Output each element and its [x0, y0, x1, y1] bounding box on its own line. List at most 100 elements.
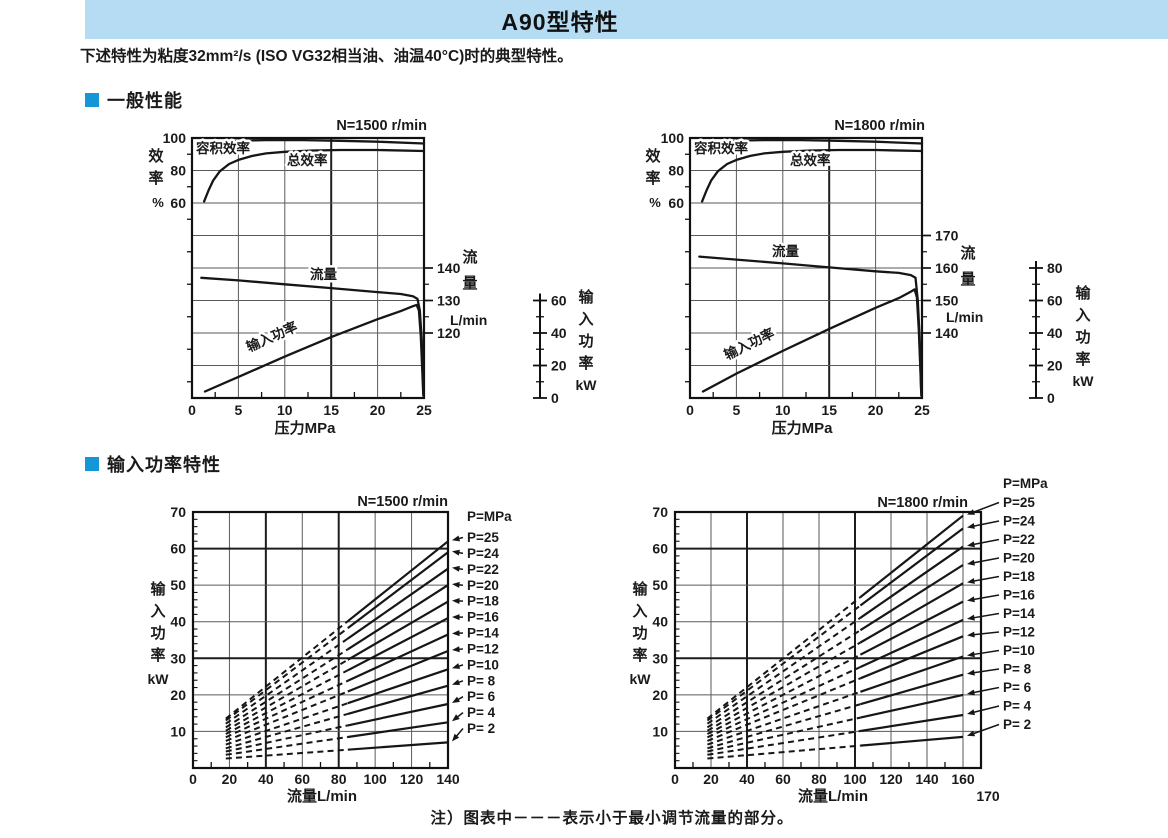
pressure-line-P12 — [859, 635, 964, 680]
curve-label-volumetric_efficiency: 容积效率 — [195, 140, 250, 156]
curve-total_efficiency — [700, 148, 924, 203]
eff-tick-label: 60 — [668, 195, 684, 211]
legend-arrowhead-icon — [452, 696, 460, 703]
eff-tick-label: 60 — [170, 195, 186, 211]
legend-arrowhead-icon — [967, 614, 975, 621]
pressure-line-dashed-P22 — [225, 637, 349, 725]
x-tick-label: 25 — [416, 402, 432, 418]
x-tick-label: 0 — [671, 771, 679, 787]
x-axis-label: 压力MPa — [275, 419, 337, 437]
plot-border — [191, 510, 450, 770]
chart-power-1500: 0 20 40 60 80 100 120 140 70 60 50 40 30 20 10 流量L/min 输… — [148, 494, 513, 805]
legend-item: P=22 — [1003, 532, 1035, 547]
power-axis-name: 输 — [578, 288, 594, 306]
y-axis-unit: kW — [630, 671, 652, 687]
pressure-line-P14 — [347, 633, 449, 682]
pressure-line-P25 — [859, 514, 964, 598]
chart-title: N=1500 r/min — [357, 494, 448, 510]
y-tick-label: 70 — [170, 504, 186, 520]
section-label: 一般性能 — [107, 91, 183, 111]
x-tick-label: 20 — [370, 402, 386, 418]
flow-axis-name: 量 — [462, 275, 477, 292]
x-tick-label: 10 — [277, 402, 293, 418]
legend-leader — [971, 612, 1000, 619]
x-tick-label: 140 — [436, 771, 460, 787]
curve-flow — [200, 276, 425, 387]
legend-item: P=10 — [467, 657, 499, 672]
x-tick-label: 40 — [258, 771, 274, 787]
legend-item: P=20 — [1003, 551, 1035, 566]
flow-axis-name: 流 — [960, 244, 975, 262]
y-tick-label: 20 — [652, 687, 668, 703]
chart-title: N=1800 r/min — [834, 118, 925, 134]
pressure-line-P24 — [859, 527, 964, 607]
power-axis-name: 率 — [1075, 350, 1090, 368]
legend-leader — [971, 668, 1000, 674]
flow-tick-label: 120 — [437, 325, 461, 341]
eff-axis-name: 率 — [645, 169, 660, 187]
y-tick-label: 50 — [652, 577, 668, 593]
eff-axis-unit: % — [152, 195, 164, 210]
legend-arrowhead-icon — [452, 549, 460, 556]
legend-header: P=MPa — [1003, 476, 1048, 491]
power-tick-label: 40 — [1047, 325, 1063, 341]
legend-item: P=12 — [1003, 625, 1035, 640]
legend-arrowhead-icon — [452, 714, 460, 722]
chart-title: N=1500 r/min — [336, 118, 427, 134]
legend-item: P=16 — [467, 610, 499, 625]
subtitle-text: 下述特性为粘度32mm²/s (ISO VG32相当油、油温40°C)时的典型特… — [80, 48, 573, 65]
legend-header: P=MPa — [467, 509, 512, 524]
legend-arrowhead-icon — [452, 535, 461, 542]
legend-leader — [971, 575, 1000, 583]
power-axis-unit: kW — [576, 377, 598, 393]
legend-arrowhead-icon — [967, 509, 976, 515]
legend-item: P=10 — [1003, 643, 1035, 658]
chart-general-1800: 0 5 10 15 20 25 压力MPa 100 80 60 效率% 170 160 150 140 流量 L… — [645, 118, 1094, 437]
x-tick-label: 25 — [914, 402, 930, 418]
power-tick-label: 0 — [1047, 390, 1055, 406]
eff-tick-label: 80 — [668, 163, 684, 179]
pressure-line-dashed-P8 — [707, 703, 861, 750]
legend-item: P=25 — [1003, 495, 1035, 510]
power-axis-name: 功 — [578, 333, 593, 350]
x-tick-label: 0 — [686, 402, 694, 418]
legend-arrowhead-icon — [452, 663, 461, 669]
eff-axis-name: 效 — [645, 147, 661, 165]
pressure-line-dashed-P4 — [225, 736, 348, 756]
legend-item: P=18 — [1003, 569, 1035, 584]
page-title: A90型特性 — [501, 8, 619, 35]
power-axis-name: 率 — [578, 354, 593, 372]
y-tick-label: 60 — [652, 541, 668, 557]
legend-arrowhead-icon — [452, 581, 460, 588]
section-bullet-icon — [85, 457, 99, 471]
pressure-line-dashed-P2 — [707, 744, 861, 760]
legend-arrowhead-icon — [967, 596, 975, 603]
x-tick-label: 100 — [363, 771, 387, 787]
y-axis-name: 入 — [632, 603, 647, 620]
y-axis-name: 入 — [150, 603, 165, 620]
y-tick-label: 10 — [170, 723, 186, 739]
power-tick-label: 40 — [551, 325, 567, 341]
pressure-line-dashed-P24 — [706, 604, 862, 722]
legend-leader — [971, 686, 1000, 694]
legend-arrowhead-icon — [967, 541, 975, 548]
power-tick-label: 20 — [1047, 358, 1063, 374]
y-axis-name: 率 — [632, 646, 647, 664]
y-tick-label: 30 — [652, 650, 668, 666]
y-axis-unit: kW — [148, 671, 170, 687]
x-tick-label: 60 — [294, 771, 310, 787]
x-tick-label: 100 — [843, 771, 867, 787]
pressure-line-dashed-P6 — [225, 724, 349, 753]
pressure-line-P24 — [347, 551, 449, 629]
power-tick-label: 60 — [1047, 293, 1063, 309]
pressure-line-P4 — [347, 721, 449, 739]
eff-axis-unit: % — [649, 195, 661, 210]
legend-item: P=24 — [1003, 514, 1035, 529]
power-tick-label: 60 — [551, 293, 567, 309]
pressure-line-P20 — [347, 584, 449, 651]
pressure-line-dashed-P12 — [225, 690, 349, 742]
pressure-line-dashed-P16 — [225, 669, 349, 735]
x-tick-label: 20 — [868, 402, 884, 418]
x-tick-label: 20 — [222, 771, 238, 787]
